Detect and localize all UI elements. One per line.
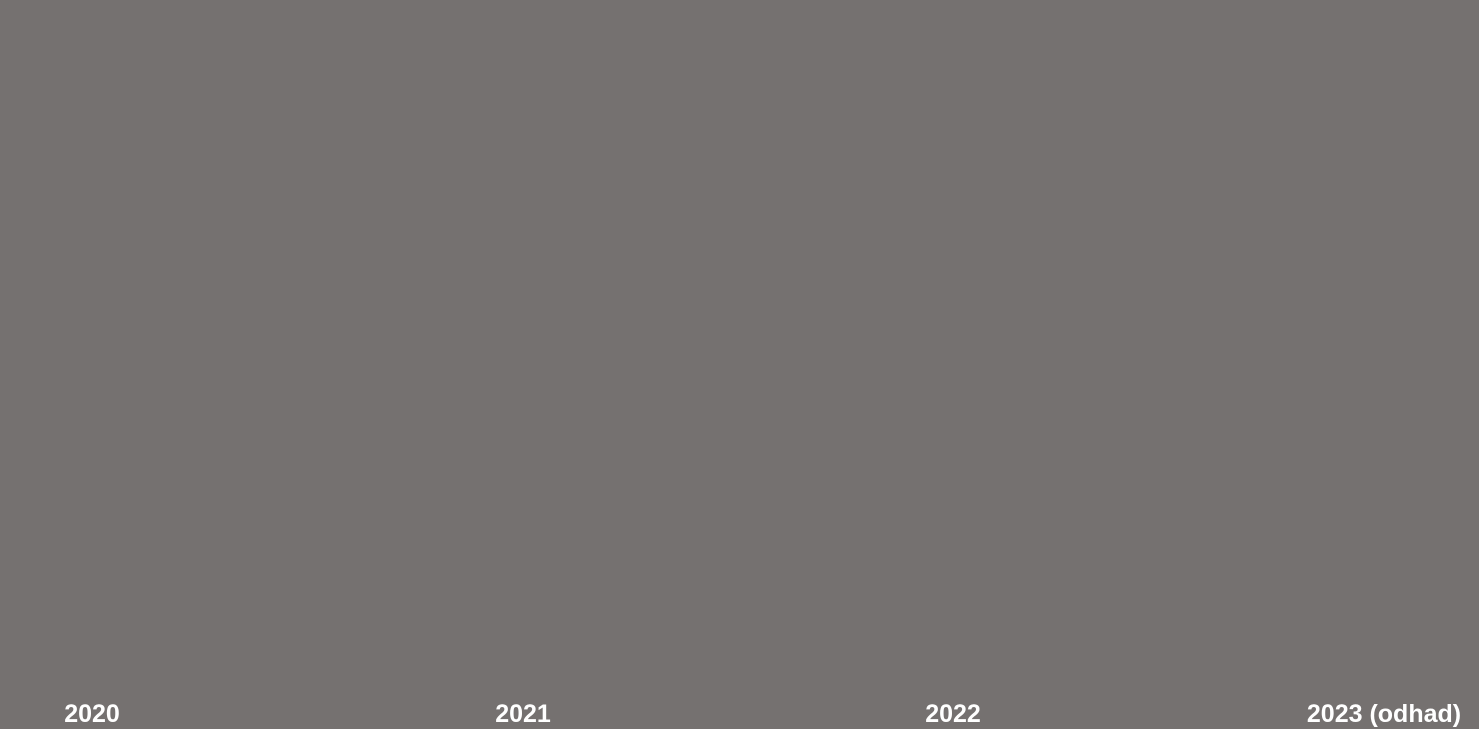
drop-lines [91,0,1385,665]
drop-line-3 [1383,0,1385,665]
x-axis-labels: 2020 2021 2022 2023 (odhad) [64,700,1461,728]
x-tick-label-2: 2022 [925,700,981,728]
drop-line-2 [952,0,954,665]
drop-line-0 [91,0,93,665]
x-tick-label-1: 2021 [495,700,551,728]
x-tick-label-3: 2023 (odhad) [1307,700,1461,728]
drop-line-1 [522,0,524,665]
x-tick-label-0: 2020 [64,700,120,728]
